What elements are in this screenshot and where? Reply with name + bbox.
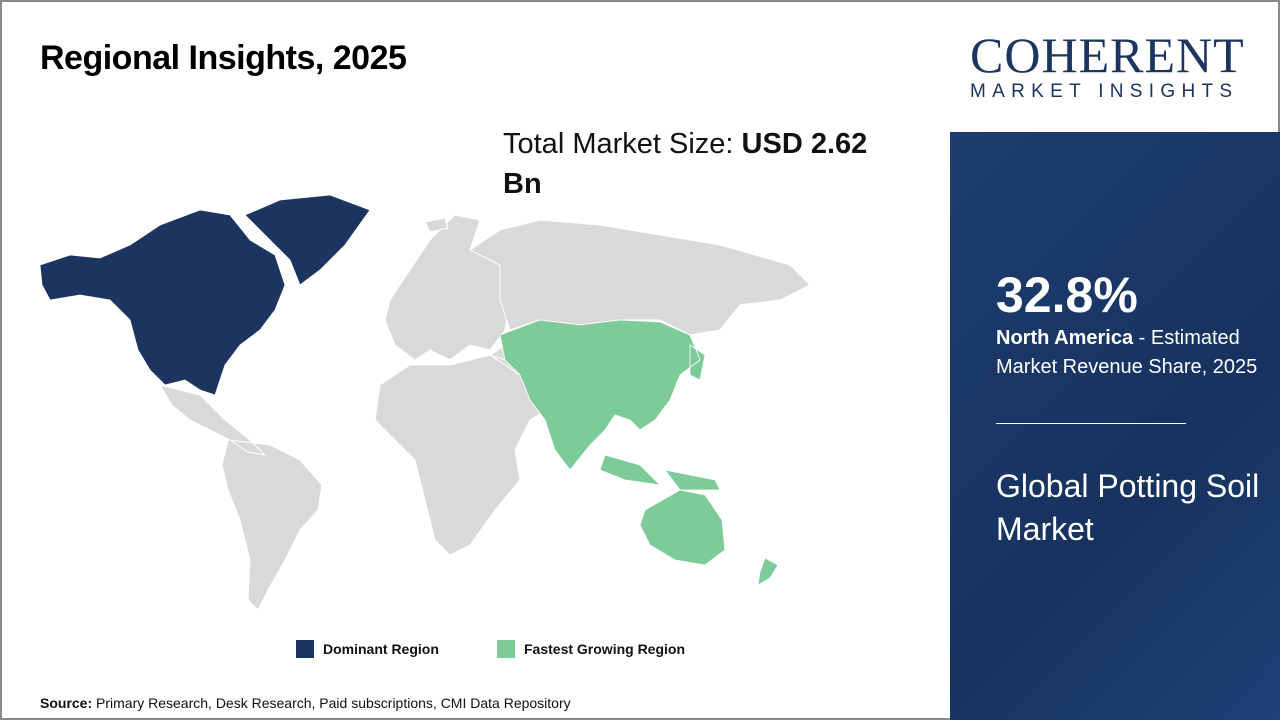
logo: COHERENT MARKET INSIGHTS [950, 0, 1280, 132]
legend-swatch-fastest [497, 640, 515, 658]
page-title: Regional Insights, 2025 [40, 39, 407, 77]
region-russia-central [469, 219, 811, 336]
region-new-zealand [757, 557, 779, 586]
region-asia-pacific [499, 319, 721, 491]
source-label: Source: [40, 695, 93, 711]
region-greenland [244, 194, 371, 286]
total-market-size: Total Market Size: USD 2.62 Bn [503, 124, 903, 204]
region-australia [639, 489, 726, 566]
main-panel [0, 0, 950, 720]
legend-label: Fastest Growing Region [524, 641, 686, 657]
total-market-label: Total Market Size: [503, 128, 742, 160]
region-north-america [39, 209, 286, 396]
share-region: North America [996, 327, 1134, 349]
share-percent: 32.8% [996, 267, 1138, 323]
logo-text: COHERENT [970, 27, 1245, 83]
legend-fastest: Fastest Growing Region [497, 640, 685, 658]
world-map [39, 194, 811, 611]
source-note: Source: Primary Research, Desk Research,… [40, 694, 571, 712]
share-text: - Estimated Market Revenue Share, 2025 [996, 327, 1258, 378]
legend-dominant: Dominant Region [296, 640, 439, 658]
region-iceland [424, 217, 449, 233]
legend-label: Dominant Region [323, 641, 439, 657]
logo-subtext: MARKET INSIGHTS [970, 81, 1239, 102]
side-panel-background [950, 132, 1280, 720]
region-latin-america [158, 384, 323, 611]
total-market-value: USD 2.62 Bn [503, 128, 868, 200]
legend-swatch-dominant [296, 640, 314, 658]
divider [996, 423, 1186, 424]
market-name: Global Potting Soil Market [996, 468, 1260, 547]
share-description: North America - Estimated Market Revenue… [996, 324, 1266, 382]
source-text: Primary Research, Desk Research, Paid su… [92, 695, 571, 711]
side-panel: COHERENT MARKET INSIGHTS [950, 0, 1280, 720]
